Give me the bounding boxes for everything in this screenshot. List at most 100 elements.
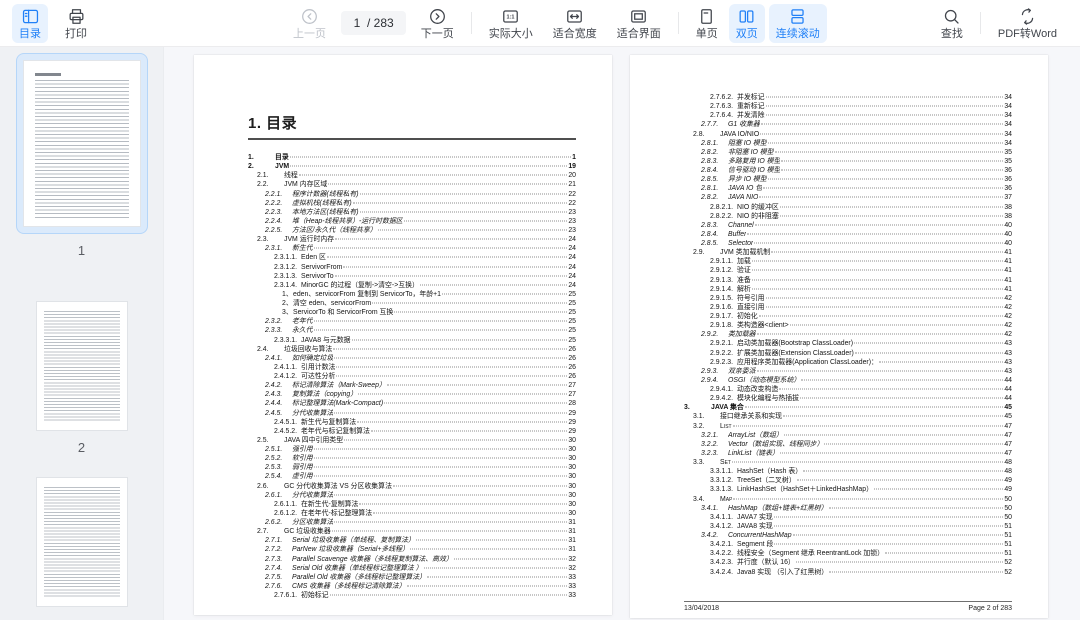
fit-width-label: 适合宽度 [552, 27, 597, 40]
toc-entry: 2.9.1.8. 类构造器<client> 42 [710, 322, 1012, 330]
toc-entry: 2.9.4.2. 模块化编程与热插拔 44 [710, 395, 1012, 403]
toc-toggle-button[interactable]: 目录 [12, 3, 48, 43]
toc-entry: 2.4.1. 如何确定垃圾 26 [265, 354, 576, 362]
thumbnail-sidebar[interactable]: 1 2 [0, 47, 164, 620]
actual-size-icon: 1:1 [501, 7, 520, 26]
thumbnail-page-3[interactable] [35, 477, 128, 607]
content-area: 1 2 1. 目录 1. 目录 1 2. JVM 19 2.1. 线程 20 2.2. JVM 内存… [0, 47, 1080, 620]
print-button[interactable]: 打印 [58, 4, 94, 43]
toc-entry: 2.2.2. 虚拟机栈(线程私有) 22 [265, 199, 576, 207]
toc-entry: 2.2.3. 本地方法区(线程私有) 23 [265, 208, 576, 216]
toc-entry: 3.1. 接口继承关系和实现 45 [693, 413, 1012, 421]
pdf-to-word-button[interactable]: PDF转Word [991, 4, 1064, 43]
total-pages-label: / 283 [367, 16, 394, 30]
toc-entry: 2.8. JAVA IO/NIO 34 [693, 130, 1012, 138]
toc-entry: 2.8.2.2. NIO 的非阻塞 38 [710, 212, 1012, 220]
toc-entry: 3.4.2.3. 并行度（默认 16） 52 [710, 559, 1012, 567]
toc-entry: 2.4.3. 复制算法（copying） 27 [265, 391, 576, 399]
toc-entry: 3.4.2. ConcurrentHashMap 51 [701, 532, 1012, 539]
heading-rule [248, 138, 576, 140]
toc-entry: 2.7.2. ParNew 垃圾收集器（Serial+多线程） 31 [265, 546, 576, 554]
toc-entry: 2.8.1. JAVA IO 包 36 [701, 185, 1012, 193]
toc-entry: 3.4. Map 50 [693, 495, 1012, 503]
toc-entry: 2.5.2. 软引用 30 [265, 455, 576, 463]
toc-entry: 3.4.1.2. JAVA8 实现 51 [710, 522, 1012, 530]
toc-entry: 2.7.7. G1 收集器 34 [701, 121, 1012, 129]
toc-entry: 3.4.2.4. Java8 实现 （引入了红黑树） 52 [710, 568, 1012, 576]
toc-entry: 2.4.5. 分代收集算法 29 [265, 409, 576, 417]
toc-entry: 2.2.1. 程序计数器(线程私有) 22 [265, 190, 576, 198]
single-page-mode-button[interactable]: 单页 [689, 4, 725, 43]
svg-text:1:1: 1:1 [507, 14, 515, 20]
toc-entry: 2.3.2. 老年代 25 [265, 318, 576, 326]
toc-entry: 2.9.1.2. 验证 41 [710, 267, 1012, 275]
toc-entry: 2.6.1.2. 在老年代-标记整理算法 30 [274, 509, 576, 517]
toc-entry: 3.4.1. HashMap（数组+链表+红黑树） 50 [701, 504, 1012, 512]
toc-entry: 2.9.4.1. 动态改变构造 44 [710, 386, 1012, 393]
toc-entry: 2.8.3. 多路复用 IO 模型 35 [701, 157, 1012, 165]
actual-size-button[interactable]: 1:1 实际大小 [482, 4, 540, 43]
toc-entry: 3.2. List 47 [693, 422, 1012, 430]
actual-size-label: 实际大小 [488, 27, 533, 40]
toc-entry: 2.9.4. OSGI（动态模型系统） 44 [701, 376, 1012, 384]
toc-toggle-label: 目录 [19, 27, 41, 40]
fit-width-button[interactable]: 适合宽度 [546, 4, 604, 43]
page-number-input[interactable]: 1 / 283 [341, 11, 406, 35]
toc-entry: 2.9.3. 双亲委派 43 [701, 367, 1012, 375]
thumbnail-text-lines [43, 487, 120, 597]
toc-entry: 2.6.1.1. 在新生代-复制算法 30 [274, 500, 576, 508]
toc-entry: 2.7.6.1. 初始标记 33 [274, 592, 576, 599]
search-icon [942, 7, 961, 26]
thumbnail-page-2[interactable] [35, 301, 128, 431]
thumbnail-page-1-preview [22, 60, 141, 227]
toc-entry: 2、 清空 eden、servicorFrom 25 [282, 300, 576, 307]
toc-entry: 1、 eden、servicorFrom 复制到 ServicorTo，年龄+1 2… [282, 290, 576, 298]
toc-entry: 2.9.1.6. 直接引用 42 [710, 303, 1012, 311]
next-page-button[interactable]: 下一页 [414, 4, 461, 43]
chevron-right-circle-icon [428, 7, 447, 26]
toc-entry: 2.3.1.4. MinorGC 的过程（复制->清空->互换） 24 [274, 281, 576, 289]
thumbnail-page-2-number: 2 [77, 440, 86, 455]
pdf-page-left: 1. 目录 1. 目录 1 2. JVM 19 2.1. 线程 20 2.2. JVM 内存区域 21… [194, 55, 612, 615]
toc-entry: 2.5. JAVA 四中引用类型 30 [257, 436, 576, 444]
toc-entry: 2.8.2. 非阻塞 IO 模型 35 [701, 148, 1012, 156]
toc-entry: 2.4.1.2. 可达性分析 26 [274, 373, 576, 380]
print-label: 打印 [65, 27, 87, 40]
toc-entry: 2.3.1.3. ServivorTo 24 [274, 272, 576, 280]
prev-page-button[interactable]: 上一页 [286, 4, 333, 43]
toc-list-right: 2.7.6.2. 并发标记 34 2.7.6.3. 重新标记 34 2.7.6.4. 并发清除… [684, 93, 1012, 577]
toc-entry: 2.4.5.1. 新生代与复制算法 29 [274, 418, 576, 426]
toc-entry: 3.2.1. ArrayList（数组） 47 [701, 431, 1012, 439]
two-page-mode-button[interactable]: 双页 [728, 3, 765, 43]
footer-page-label: Page 2 of 283 [968, 605, 1012, 612]
toc-entry: 2.6.1. 分代收集算法 30 [265, 491, 576, 499]
toc-entry: 2.8.2. JAVA NIO 37 [701, 194, 1012, 202]
toc-entry: 2.7.1. Serial 垃圾收集器（单线程、复制算法） 31 [265, 537, 576, 545]
toc-list-left: 1. 目录 1 2. JVM 19 2.1. 线程 20 2.2. JVM 内存区域 21 2.2.1.… [248, 153, 576, 600]
toc-entry: 2.9.2.3. 应用程序类加载器(Application ClassLoader… [710, 358, 1012, 366]
continuous-scroll-icon [788, 7, 807, 26]
toc-entry: 2.9.2. 类加载器 42 [701, 331, 1012, 339]
toc-entry: 2.3.1.2. ServivorFrom 24 [274, 263, 576, 271]
find-button[interactable]: 查找 [934, 4, 970, 43]
toc-entry: 1. 目录 1 [248, 154, 576, 161]
toc-entry: 2.5.4. 虚引用 30 [265, 473, 576, 481]
fit-page-button[interactable]: 适合界面 [610, 4, 668, 43]
fit-page-icon [629, 7, 648, 26]
toc-entry: 2.4.5.2. 老年代与标记复制算法 29 [274, 427, 576, 435]
document-viewer[interactable]: 1. 目录 1. 目录 1 2. JVM 19 2.1. 线程 20 2.2. JVM 内存区域 21… [164, 47, 1080, 620]
toc-entry: 2.2.5. 方法区/永久代（线程共享） 23 [265, 227, 576, 234]
toc-panel-icon [21, 7, 40, 26]
toc-entry: 2.4.1.1. 引用计数法 26 [274, 363, 576, 371]
toc-entry: 2.5.1. 强引用 30 [265, 446, 576, 453]
toc-entry: 3.4.2.1. Segment 段 51 [710, 541, 1012, 549]
toc-entry: 2.9.1.7. 初始化 42 [710, 313, 1012, 320]
toc-entry: 2.4. 垃圾回收与算法 26 [257, 345, 576, 353]
current-page-value[interactable]: 1 [353, 16, 361, 30]
single-page-icon [697, 7, 716, 26]
thumbnail-text-lines [34, 80, 129, 218]
thumbnail-page-1-selected[interactable] [15, 53, 148, 234]
continuous-scroll-button[interactable]: 连续滚动 [768, 3, 827, 43]
toc-entry: 2.9.1.3. 准备 41 [710, 276, 1012, 284]
single-page-label: 单页 [695, 27, 718, 40]
